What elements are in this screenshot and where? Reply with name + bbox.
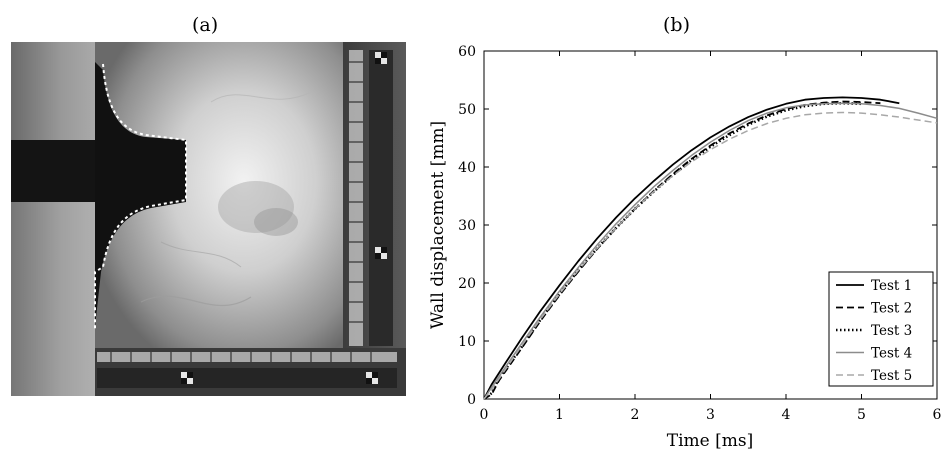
y-tick-label: 20 [458, 276, 476, 292]
y-tick-label: 50 [458, 102, 476, 118]
y-tick-label: 0 [467, 392, 476, 408]
y-tick-label: 40 [458, 160, 476, 176]
y-tick-label: 30 [458, 218, 476, 234]
legend-label-test-3: Test 3 [871, 323, 912, 339]
x-tick-label: 5 [857, 407, 866, 423]
legend-label-test-1: Test 1 [871, 278, 912, 294]
x-tick-label: 3 [706, 407, 715, 423]
series-line-test-3 [484, 103, 862, 399]
legend-label-test-4: Test 4 [871, 346, 912, 362]
series-line-test-2 [484, 102, 880, 400]
legend-label-test-2: Test 2 [871, 301, 912, 317]
x-tick-label: 1 [555, 407, 564, 423]
x-tick-label: 6 [933, 407, 941, 423]
legend-label-test-5: Test 5 [871, 368, 912, 384]
x-tick-label: 0 [480, 407, 489, 423]
y-tick-label: 10 [458, 334, 476, 350]
x-tick-label: 4 [782, 407, 791, 423]
x-tick-label: 2 [631, 407, 640, 423]
legend: Test 1 Test 2 Test 3 Test 4 Test 5 [829, 272, 933, 386]
y-tick-label: 60 [458, 44, 476, 60]
y-axis-title: Wall displacement [mm] [428, 121, 448, 329]
x-axis-title: Time [ms] [667, 431, 753, 451]
